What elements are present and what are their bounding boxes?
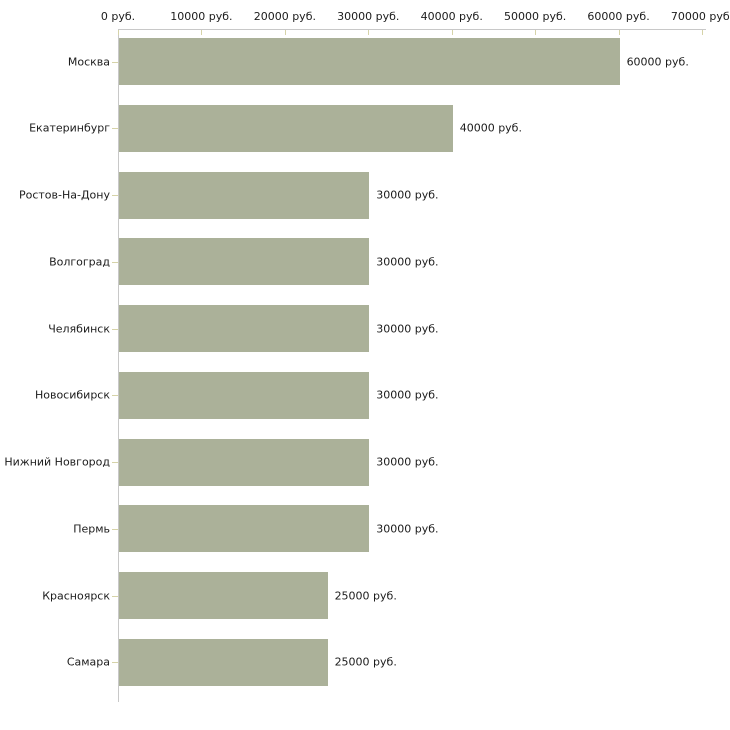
category-label: Пермь: [73, 522, 110, 536]
bar-value-label: 25000 руб.: [334, 589, 397, 602]
category-label: Самара: [66, 655, 110, 669]
bar: [119, 438, 370, 486]
bar-value-label: 30000 руб.: [376, 255, 439, 269]
bar-value-label: 30000 руб.: [376, 322, 439, 335]
bar: [119, 371, 370, 419]
bar: [119, 305, 370, 352]
y-axis-line: [118, 29, 119, 702]
x-axis-tick-label: 20000 руб.: [253, 10, 316, 23]
x-axis-tick: [618, 30, 620, 35]
x-axis-tick: [535, 30, 537, 35]
x-axis-tick: [702, 30, 703, 35]
bar: [119, 572, 328, 619]
x-axis-tick-label: 40000 руб.: [420, 10, 483, 23]
x-axis-tick-label: 10000 руб.: [170, 10, 233, 23]
bar: [119, 104, 453, 152]
x-axis-tick: [368, 30, 370, 35]
bar-value-label: 25000 руб.: [334, 655, 397, 669]
x-axis-tick-label: 70000 руб.: [670, 10, 730, 23]
x-axis-tick-label: 50000 руб.: [504, 10, 567, 23]
bar-value-label: 40000 руб.: [459, 121, 522, 135]
x-axis-tick-label: 0 руб.: [100, 10, 136, 23]
category-label: Красноярск: [42, 589, 110, 602]
x-axis-tick: [118, 30, 119, 35]
x-axis-line: [118, 29, 706, 30]
y-axis-tick: [112, 662, 118, 664]
category-label: Челябинск: [48, 322, 110, 335]
y-axis-tick: [112, 462, 118, 463]
x-axis-tick-label: 60000 руб.: [587, 10, 650, 23]
y-axis-tick: [112, 261, 118, 263]
bar: [119, 238, 370, 286]
category-label: Екатеринбург: [29, 121, 110, 135]
bar-value-label: 60000 руб.: [626, 55, 689, 68]
category-label: Новосибирск: [34, 388, 110, 402]
category-label: Волгоград: [49, 255, 110, 269]
y-axis-tick: [112, 328, 118, 330]
y-axis-tick: [112, 61, 118, 63]
y-axis-tick: [112, 128, 118, 130]
x-axis-tick: [201, 30, 203, 35]
bar: [119, 505, 370, 553]
category-label: Ростов-На-Дону: [18, 188, 110, 202]
x-axis-tick: [284, 30, 286, 35]
category-label: Нижний Новгород: [4, 455, 110, 469]
y-axis-tick: [112, 395, 118, 397]
bar: [119, 38, 620, 85]
bar-value-label: 30000 руб.: [376, 455, 439, 469]
x-axis-tick-label: 30000 руб.: [337, 10, 400, 23]
bar-value-label: 30000 руб.: [376, 388, 439, 402]
y-axis-tick: [112, 595, 118, 597]
x-axis-tick: [451, 30, 453, 35]
y-axis-tick: [112, 528, 118, 530]
y-axis-tick: [112, 195, 118, 196]
bar-value-label: 30000 руб.: [376, 522, 439, 536]
bar: [119, 171, 370, 219]
category-label: Москва: [67, 55, 110, 68]
bar-value-label: 30000 руб.: [376, 188, 439, 202]
bar: [119, 638, 328, 686]
